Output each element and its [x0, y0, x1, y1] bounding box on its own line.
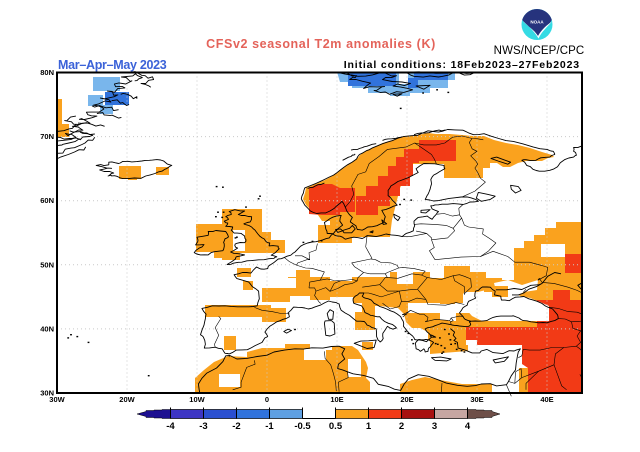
svg-text:40N: 40N	[40, 324, 54, 333]
svg-text:30E: 30E	[470, 395, 483, 404]
svg-text:60N: 60N	[40, 196, 54, 205]
svg-text:3: 3	[432, 421, 437, 432]
svg-text:30N: 30N	[40, 389, 54, 398]
svg-text:20W: 20W	[119, 395, 135, 404]
svg-text:-4: -4	[166, 421, 175, 432]
svg-text:40E: 40E	[540, 395, 553, 404]
svg-text:-3: -3	[199, 421, 207, 432]
svg-text:0.5: 0.5	[329, 421, 343, 432]
svg-text:1: 1	[366, 421, 372, 432]
svg-text:0: 0	[265, 395, 269, 404]
svg-text:-2: -2	[232, 421, 240, 432]
svg-text:20E: 20E	[400, 395, 413, 404]
svg-text:2: 2	[399, 421, 404, 432]
svg-text:Initial conditions: 18Feb2023–: Initial conditions: 18Feb2023–27Feb2023	[344, 59, 580, 71]
svg-text:NOAA: NOAA	[530, 20, 544, 25]
svg-text:CFSv2 seasonal T2m anomalies (: CFSv2 seasonal T2m anomalies (K)	[206, 37, 436, 51]
svg-text:10E: 10E	[330, 395, 343, 404]
svg-text:-1: -1	[265, 421, 274, 432]
svg-text:10W: 10W	[189, 395, 205, 404]
svg-text:Mar–Apr–May 2023: Mar–Apr–May 2023	[58, 58, 167, 72]
svg-text:NWS/NCEP/CPC: NWS/NCEP/CPC	[494, 45, 585, 57]
svg-text:50N: 50N	[40, 260, 54, 269]
svg-text:-0.5: -0.5	[294, 421, 311, 432]
svg-text:30W: 30W	[49, 395, 65, 404]
svg-text:70N: 70N	[40, 132, 54, 141]
svg-text:4: 4	[465, 421, 471, 432]
svg-text:80N: 80N	[40, 68, 54, 77]
